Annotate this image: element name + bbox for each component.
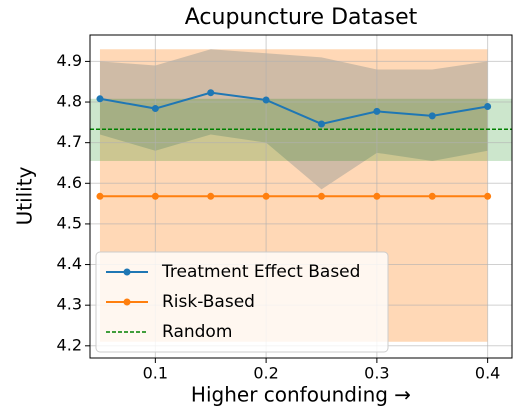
legend-label: Random — [162, 322, 232, 342]
marker — [373, 107, 381, 115]
marker — [262, 96, 270, 104]
marker — [262, 192, 270, 200]
y-tick-label: 4.4 — [57, 254, 82, 273]
marker — [151, 105, 159, 113]
y-tick-label: 4.9 — [57, 51, 82, 70]
x-tick-label: 0.4 — [475, 364, 500, 383]
x-tick-label: 0.2 — [253, 364, 278, 383]
x-tick-label: 0.3 — [364, 364, 389, 383]
marker — [317, 192, 325, 200]
marker — [207, 192, 215, 200]
marker — [96, 192, 104, 200]
marker — [428, 112, 436, 120]
legend: Treatment Effect Based Risk-Based Random — [95, 251, 389, 353]
marker — [96, 95, 104, 103]
marker — [151, 192, 159, 200]
legend-box — [95, 251, 389, 353]
legend-label: Treatment Effect Based — [161, 262, 360, 282]
x-axis-label: Higher confounding → — [191, 383, 411, 407]
marker — [373, 192, 381, 200]
line — [99, 91, 488, 126]
y-tick-label: 4.6 — [57, 173, 82, 192]
legend-marker — [123, 298, 131, 306]
marker — [317, 120, 325, 128]
legend-label: Risk-Based — [162, 292, 255, 312]
y-tick-label: 4.8 — [57, 92, 82, 111]
plot-frame — [89, 34, 513, 359]
y-axis-label: Utility — [13, 166, 37, 225]
y-tick-label: 4.7 — [57, 132, 82, 151]
marker — [484, 103, 492, 111]
band — [99, 49, 488, 190]
y-tick-label: 4.3 — [57, 295, 82, 314]
marker — [207, 89, 215, 97]
y-tick-label: 4.5 — [57, 213, 82, 232]
marker — [484, 192, 492, 200]
y-tick-label: 4.2 — [57, 335, 82, 354]
chart-title: Acupuncture Dataset — [185, 5, 418, 30]
marker — [428, 192, 436, 200]
legend-marker — [123, 268, 131, 276]
x-tick-label: 0.1 — [143, 364, 168, 383]
